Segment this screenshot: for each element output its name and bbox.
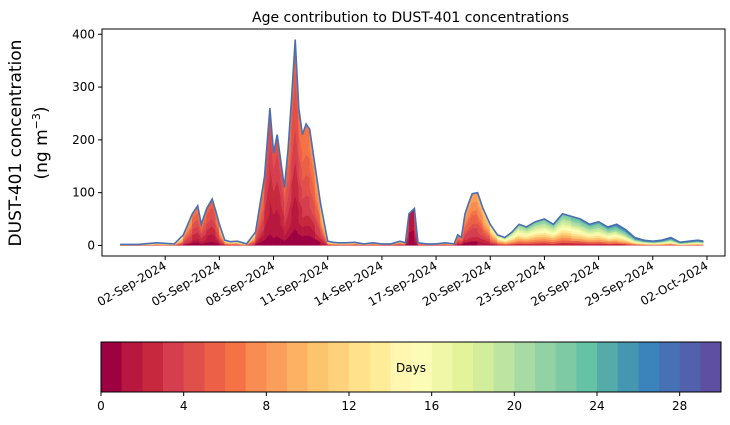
colorbar: 0 4 8 12 16 20 24 28 [97, 341, 722, 413]
colorbar-swatch [142, 342, 164, 392]
age-band-segment [472, 227, 478, 233]
age-band-segment [472, 240, 478, 246]
colorbar-swatch [514, 342, 536, 392]
colorbar-swatch [121, 342, 143, 392]
colorbar-tick-label: 4 [180, 399, 188, 413]
colorbar-tick-label: 20 [507, 399, 522, 413]
colorbar-tick-label: 8 [263, 399, 271, 413]
colorbar-swatch [535, 342, 557, 392]
age-band-segment [472, 231, 478, 238]
colorbar-swatch [287, 342, 309, 392]
colorbar-swatch [431, 342, 453, 392]
age-band-segment [472, 223, 478, 229]
y-tick-label: 0 [87, 238, 95, 252]
colorbar-swatch [473, 342, 495, 392]
colorbar-swatch [597, 342, 619, 392]
plot-area [119, 39, 704, 246]
x-axis: 02-Sep-202405-Sep-202408-Sep-202411-Sep-… [95, 256, 710, 309]
age-band-segment [305, 214, 310, 227]
colorbar-swatch [245, 342, 267, 392]
colorbar-swatch [679, 342, 701, 392]
colorbar-swatch [700, 342, 722, 392]
colorbar-swatch [638, 342, 660, 392]
colorbar-swatch [452, 342, 474, 392]
colorbar-tick-label: 0 [97, 399, 105, 413]
y-axis-unit-close: ) [32, 106, 52, 113]
colorbar-swatch [204, 342, 226, 392]
y-tick-label: 100 [72, 186, 95, 200]
y-tick-label: 300 [72, 80, 95, 94]
age-band-segment [472, 218, 478, 225]
colorbar-swatch [390, 342, 412, 392]
colorbar-swatch [493, 342, 515, 392]
y-axis-label-line2: (ng m−3) [30, 106, 52, 179]
age-band-segment [305, 204, 310, 217]
y-axis-unit-exponent: −3 [30, 113, 43, 129]
colorbar-frame [100, 341, 722, 393]
colorbar-swatch [617, 342, 639, 392]
age-band-segment [472, 236, 478, 242]
colorbar-swatch [659, 342, 681, 392]
colorbar-swatch [411, 342, 433, 392]
colorbar-tick-label: 24 [589, 399, 604, 413]
age-band-segment [305, 235, 310, 246]
colorbar-swatch [349, 342, 371, 392]
colorbar-swatch [328, 342, 350, 392]
colorbar-swatch [163, 342, 185, 392]
y-axis-unit-text: (ng m [32, 129, 52, 179]
colorbar-tick-label: 12 [341, 399, 356, 413]
colorbar-swatch [101, 342, 123, 392]
y-tick-label: 400 [72, 27, 95, 41]
colorbar-label: Days [396, 361, 426, 375]
y-axis: 0 100 200 300 400 [72, 27, 102, 252]
age-band-segment [305, 224, 310, 237]
chart-title: Age contribution to DUST-401 concentrati… [252, 10, 569, 26]
colorbar-swatch [183, 342, 205, 392]
y-tick-label: 200 [72, 133, 95, 147]
colorbar-tick-label: 16 [424, 399, 439, 413]
colorbar-tick-label: 28 [672, 399, 687, 413]
colorbar-swatch [225, 342, 247, 392]
y-axis-label-line1: DUST-401 concentration [6, 40, 26, 247]
plot-frame [101, 28, 726, 257]
age-band-segment [302, 235, 307, 246]
colorbar-swatch [307, 342, 329, 392]
colorbar-swatch [555, 342, 577, 392]
colorbar-swatch [266, 342, 288, 392]
colorbar-swatch [369, 342, 391, 392]
colorbar-swatch [576, 342, 598, 392]
age-band-segment [562, 242, 572, 246]
total-concentration-line [120, 39, 704, 246]
